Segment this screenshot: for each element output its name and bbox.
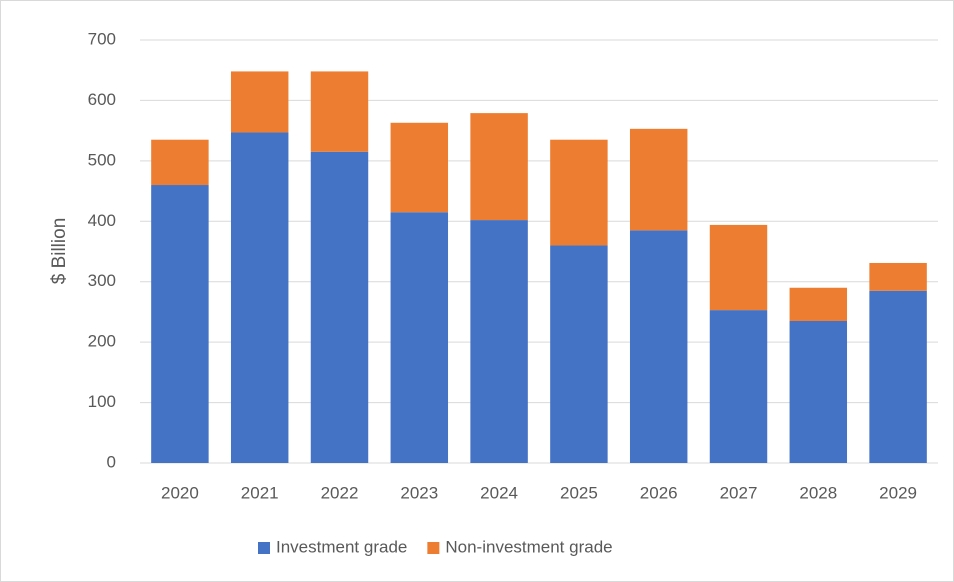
bar-segment [629, 128, 688, 231]
y-tick-label: 100 [88, 392, 116, 411]
x-tick-label: 2028 [799, 483, 837, 502]
y-tick-label: 700 [88, 29, 116, 48]
y-tick-label: 400 [88, 211, 116, 230]
bar-segment [550, 245, 608, 463]
y-tick-label: 600 [88, 90, 116, 109]
bar-segment [869, 262, 927, 291]
x-tick-label: 2026 [640, 483, 678, 502]
bar-segment [709, 224, 768, 311]
x-tick-label: 2020 [161, 483, 199, 502]
bar-segment [230, 71, 289, 133]
y-tick-label: 200 [88, 332, 116, 351]
legend-swatch [427, 542, 440, 554]
bar-segment [709, 310, 768, 463]
x-tick-label: 2023 [400, 483, 438, 502]
y-tick-label: 300 [88, 271, 116, 290]
y-tick-label: 0 [107, 452, 116, 471]
bar-segment [310, 71, 369, 152]
bar-segment [550, 139, 608, 246]
y-tick-label: 500 [88, 150, 116, 169]
bar-segment [629, 230, 688, 463]
x-tick-label: 2024 [480, 483, 518, 502]
bar-segment [470, 220, 528, 463]
bar-segment [151, 139, 209, 186]
x-tick-label: 2022 [321, 483, 359, 502]
legend-swatch [258, 542, 270, 554]
bar-segment [390, 122, 449, 213]
x-tick-label: 2027 [720, 483, 758, 502]
y-axis-label: $ Billion [49, 218, 70, 285]
legend-label: Investment grade [276, 537, 407, 556]
x-tick-label: 2021 [241, 483, 279, 502]
legend-label: Non-investment grade [445, 537, 612, 556]
bar-segment [151, 185, 209, 463]
bar-segment [789, 287, 848, 321]
bar-segment [230, 132, 289, 463]
bar-segment [470, 113, 528, 221]
bar-segment [789, 320, 848, 463]
x-tick-label: 2025 [560, 483, 598, 502]
x-tick-label: 2029 [879, 483, 917, 502]
bar-segment [310, 151, 369, 464]
bar-segment [390, 212, 449, 463]
bar-segment [869, 290, 927, 463]
